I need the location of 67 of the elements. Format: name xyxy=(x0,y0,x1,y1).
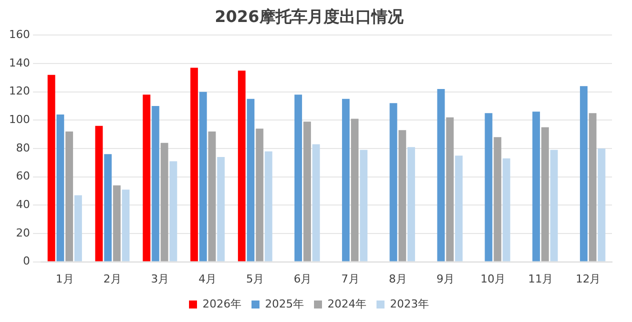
bar xyxy=(56,114,64,262)
bar xyxy=(113,185,121,262)
bar xyxy=(122,190,130,262)
bar xyxy=(580,86,588,262)
bar xyxy=(95,126,103,262)
y-tick-label: 160 xyxy=(8,28,30,42)
bar xyxy=(48,74,56,262)
legend-label: 2023年 xyxy=(390,297,429,310)
bar xyxy=(502,158,510,262)
bar xyxy=(494,137,502,262)
x-tick-label: 9月 xyxy=(436,272,454,286)
bar xyxy=(360,150,368,262)
bar xyxy=(246,98,254,262)
x-tick-label: 6月 xyxy=(294,272,312,286)
bar xyxy=(446,117,454,262)
bar xyxy=(104,154,112,262)
y-tick-label: 0 xyxy=(22,254,30,268)
bar xyxy=(598,148,606,262)
bar xyxy=(208,132,216,262)
y-tick-label: 80 xyxy=(16,141,30,154)
bar xyxy=(390,103,398,262)
bar xyxy=(152,106,160,262)
bar xyxy=(238,70,246,262)
bar xyxy=(350,118,359,262)
bar xyxy=(142,94,150,262)
bar xyxy=(65,132,74,262)
bar xyxy=(190,68,198,262)
chart-title: 2026摩托车月度出口情况 xyxy=(214,6,404,26)
bar xyxy=(398,130,406,262)
bar xyxy=(550,150,558,262)
x-tick-label: 5月 xyxy=(246,272,264,286)
bar xyxy=(312,144,320,262)
bar xyxy=(217,157,225,262)
x-tick-label: 8月 xyxy=(388,272,407,286)
x-tick-label: 11月 xyxy=(528,272,554,286)
bar xyxy=(303,122,311,262)
bar xyxy=(455,156,463,262)
x-tick-label: 4月 xyxy=(198,272,217,286)
y-tick-label: 40 xyxy=(16,198,30,212)
bar xyxy=(170,161,178,262)
legend-label: 2024年 xyxy=(328,297,366,310)
x-tick-label: 12月 xyxy=(576,272,601,286)
bar xyxy=(294,94,302,262)
bar xyxy=(160,142,168,262)
y-tick-label: 100 xyxy=(8,113,30,126)
bar xyxy=(588,113,596,262)
bar xyxy=(437,89,445,262)
y-tick-label: 60 xyxy=(16,170,30,183)
bar xyxy=(541,127,549,262)
bar xyxy=(74,195,82,262)
bar xyxy=(199,92,207,262)
x-tick-label: 2月 xyxy=(103,272,122,286)
x-tick-label: 1月 xyxy=(56,272,74,286)
x-tick-label: 10月 xyxy=(480,272,506,286)
bar xyxy=(342,98,350,262)
y-tick-label: 140 xyxy=(8,56,30,70)
bar xyxy=(484,113,492,262)
legend-label: 2026年 xyxy=(202,297,242,310)
bar xyxy=(532,112,540,262)
x-tick-label: 7月 xyxy=(341,272,360,286)
bar xyxy=(407,147,416,262)
bar xyxy=(264,151,272,262)
y-tick-label: 20 xyxy=(16,226,30,240)
y-tick-label: 120 xyxy=(8,84,30,98)
x-tick-label: 3月 xyxy=(150,272,169,286)
bar xyxy=(256,128,264,262)
legend-label: 2025年 xyxy=(265,297,304,310)
